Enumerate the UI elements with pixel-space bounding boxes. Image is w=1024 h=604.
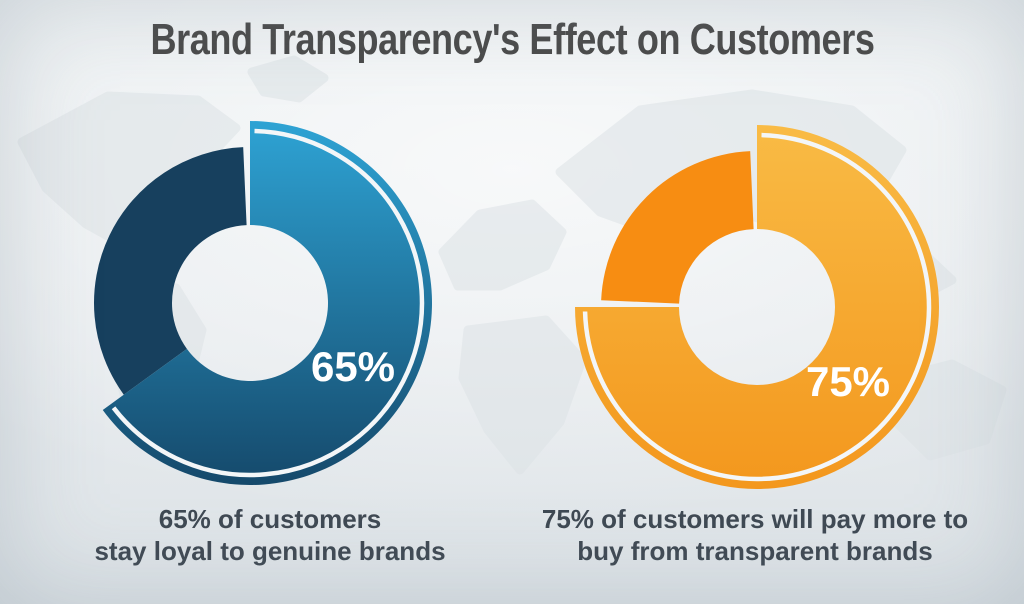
caption-pay-more-line2: buy from transparent brands [577,535,933,566]
page-title-text: Brand Transparency's Effect on Customers [149,15,875,64]
caption-pay-more-line1: 75% of customers will pay more to [541,504,969,534]
donut-chart-pay-more-svg [575,125,939,489]
percent-label-pay-more: 75% [805,358,891,405]
map-europe [438,199,567,291]
main-slice [102,121,432,485]
map-greenland [247,55,329,103]
donut-chart-loyalty: 65% [50,103,450,503]
caption-loyalty: 65% of customers stay loyal to genuine b… [40,504,500,567]
map-africa [458,315,587,475]
percent-label-loyalty: 65% [310,343,396,390]
caption-loyalty-line2: stay loyal to genuine brands [94,535,446,566]
inset-arc [111,128,425,478]
remainder-slice [94,147,247,395]
donut-chart-loyalty-svg [94,121,432,485]
main-slice [575,125,939,489]
caption-pay-more: 75% of customers will pay more to buy fr… [502,504,1008,567]
caption-loyalty-line1: 65% of customers [158,504,382,534]
remainder-slice [601,151,754,304]
donut-chart-pay-more: 75% [557,107,957,507]
inset-arc [582,132,932,482]
page-title: Brand Transparency's Effect on Customers [0,14,1024,67]
